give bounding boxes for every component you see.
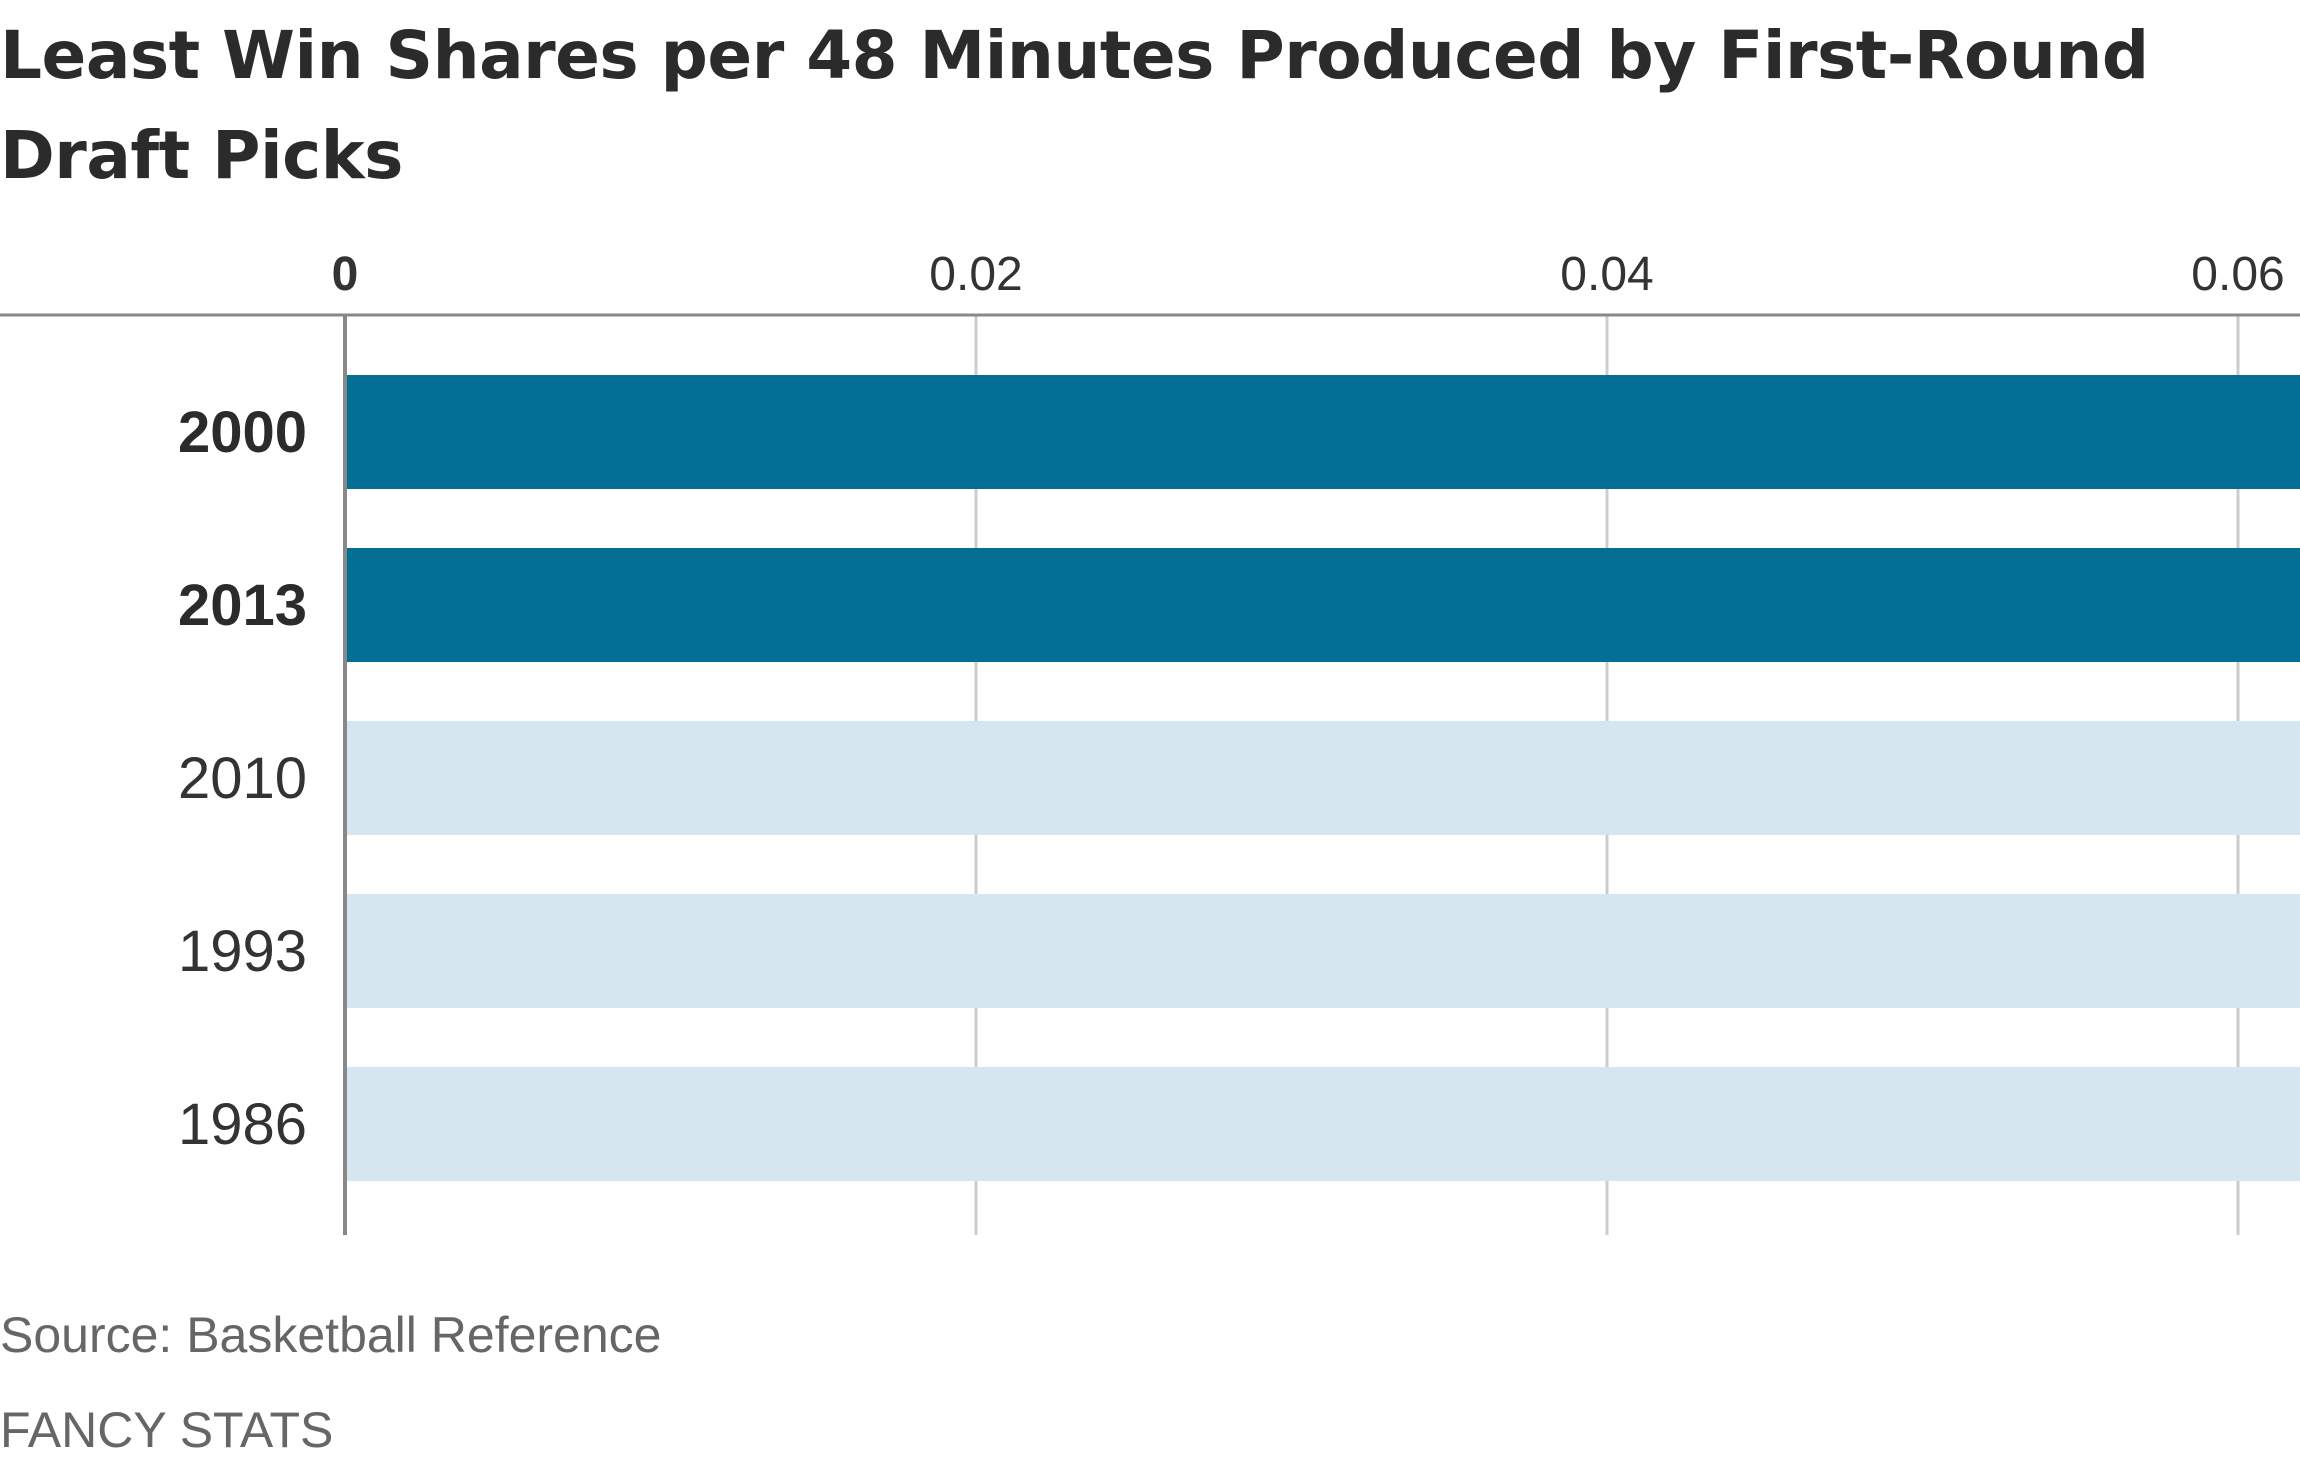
category-label: 2010: [178, 746, 307, 811]
bar-chart: 00.020.040.060.0820000.078920130.0793201…: [0, 248, 2300, 1235]
bar-1993: [345, 894, 2300, 1008]
labels: 00.020.040.060.0820000.078920130.0793201…: [178, 248, 2285, 1157]
bar-2000: [345, 375, 2300, 489]
credit-label: FANCY STATS: [0, 1402, 334, 1458]
bar-1986: [345, 1067, 2300, 1181]
category-label: 1993: [178, 919, 307, 984]
x-tick-label: 0.02: [929, 248, 1022, 301]
axes: [0, 313, 2300, 1235]
bar-2013: [345, 548, 2300, 662]
category-label: 2000: [178, 400, 307, 465]
category-label: 2013: [178, 573, 307, 638]
x-tick-label: 0: [332, 248, 359, 301]
category-label: 1986: [178, 1092, 307, 1157]
bars: [345, 375, 2300, 1181]
source-note: Source: Basketball Reference: [0, 1307, 662, 1363]
bar-2010: [345, 721, 2300, 835]
x-tick-label: 0.04: [1560, 248, 1653, 301]
x-tick-label: 0.06: [2191, 248, 2284, 301]
chart-title: Least Win Shares per 48 Minutes Produced…: [0, 17, 2149, 194]
